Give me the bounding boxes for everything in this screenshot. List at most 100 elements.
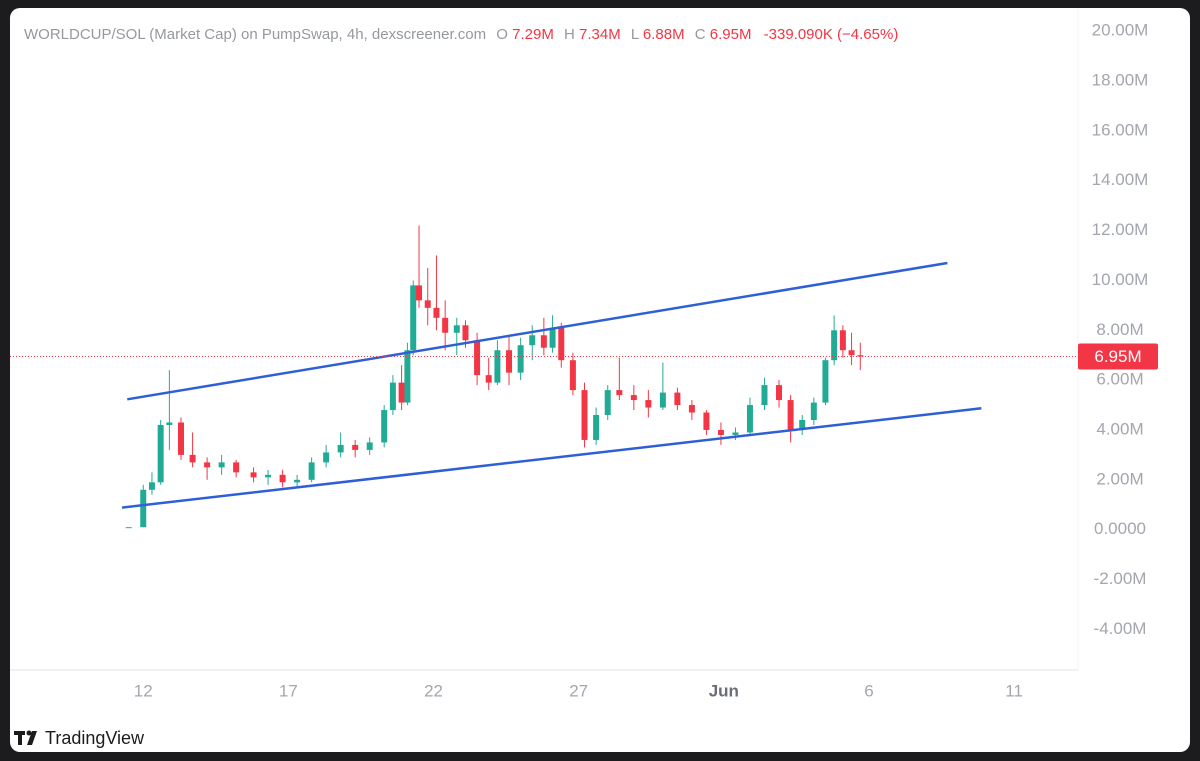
open-value: 7.29M	[512, 26, 554, 43]
brand: TradingView	[45, 728, 145, 748]
candle-body	[218, 462, 225, 468]
candle-body	[581, 390, 588, 440]
candle-body	[688, 405, 695, 413]
candle-body	[323, 452, 330, 463]
candle-body	[775, 385, 782, 401]
candle-body	[485, 375, 492, 383]
candle-body	[177, 422, 184, 455]
candle-body	[462, 325, 469, 341]
candle-body	[761, 385, 768, 406]
candle-body	[517, 345, 524, 373]
candle-body	[204, 462, 211, 468]
panel	[10, 8, 1190, 752]
x-tick-label: 22	[424, 681, 443, 700]
price-label: 6.95M	[1094, 347, 1141, 366]
y-tick-label: 14.00M	[1092, 170, 1149, 189]
candle-body	[279, 474, 286, 483]
candle-body	[474, 340, 481, 376]
candle-body	[810, 402, 817, 421]
candle-body	[593, 415, 600, 440]
y-tick-label: 4.00M	[1096, 419, 1143, 438]
close-label: C	[695, 26, 706, 43]
candle-body	[494, 350, 501, 383]
candle-body	[148, 482, 155, 490]
x-tick-label: 17	[279, 681, 298, 700]
candle-body	[433, 307, 440, 318]
x-tick-label: Jun	[709, 681, 739, 700]
high-label: H	[564, 26, 575, 43]
tradingview-logo	[14, 730, 37, 745]
candle-body	[703, 412, 710, 430]
y-tick-label: 0.0000	[1094, 519, 1146, 538]
candle-body	[166, 422, 173, 425]
candle-body	[540, 335, 547, 348]
candle-body	[549, 327, 556, 348]
candle-body	[189, 454, 196, 463]
candle-body	[746, 405, 753, 433]
title: WORLDCUP/SOL (Market Cap) on PumpSwap, 4…	[24, 26, 486, 43]
high-value: 7.34M	[579, 26, 621, 43]
candle-body	[831, 330, 838, 361]
candle-body	[389, 382, 396, 411]
candle-body	[848, 350, 855, 356]
candle-body	[265, 474, 272, 478]
y-tick-label: 2.00M	[1096, 469, 1143, 488]
candle-body	[604, 390, 611, 416]
x-tick-label: 11	[1005, 681, 1023, 700]
plot-area	[121, 225, 982, 529]
candle-body	[157, 424, 164, 483]
candle-body	[352, 444, 359, 450]
candle-body	[506, 350, 513, 373]
candle-body	[717, 429, 724, 435]
x-tick-label: 6	[864, 681, 873, 700]
candle-body	[630, 395, 637, 401]
y-tick-label: 12.00M	[1092, 220, 1149, 239]
trend-line	[121, 407, 982, 509]
candle-body	[822, 360, 829, 403]
candle-body	[787, 400, 794, 430]
candle-body	[839, 330, 846, 351]
candle-body	[416, 285, 423, 301]
candle-body	[659, 392, 666, 408]
low-label: L	[631, 26, 639, 43]
candle-body	[404, 350, 411, 403]
y-tick-label: -2.00M	[1094, 569, 1147, 588]
x-tick-label: 12	[134, 681, 153, 700]
candle-body	[453, 325, 460, 333]
price-label-box	[1078, 343, 1158, 370]
candle-body	[308, 462, 315, 480]
candle-body	[857, 355, 864, 357]
x-tick-label: 27	[569, 681, 588, 700]
y-tick-label: 16.00M	[1092, 120, 1149, 139]
open-label: O	[496, 26, 508, 43]
y-tick-label: 10.00M	[1092, 270, 1149, 289]
change: -339.090K (−4.65%)	[764, 26, 899, 43]
y-tick-label: 8.00M	[1096, 320, 1143, 339]
candle-body	[381, 410, 388, 443]
y-tick-label: 18.00M	[1092, 71, 1149, 90]
candle-body	[140, 489, 147, 528]
y-tick-label: 20.00M	[1092, 21, 1149, 40]
candle-body	[529, 335, 536, 346]
candle-body	[442, 317, 449, 333]
y-tick-label: 6.00M	[1096, 370, 1143, 389]
candle-body	[799, 420, 806, 430]
candle-body	[674, 392, 681, 406]
low-value: 6.88M	[643, 26, 685, 43]
candle-body	[337, 444, 344, 453]
header: WORLDCUP/SOL (Market Cap) on PumpSwap, 4…	[24, 26, 898, 43]
close-value: 6.95M	[710, 26, 752, 43]
candle-body	[645, 400, 652, 408]
trend-line	[127, 261, 948, 401]
candle-body	[294, 479, 301, 483]
candle-body	[616, 390, 623, 396]
candle-body	[569, 360, 576, 391]
y-tick-label: -4.00M	[1094, 619, 1147, 638]
candle-body	[366, 442, 373, 450]
candle-body	[732, 432, 739, 435]
candle-body	[250, 472, 257, 478]
candle-body	[558, 327, 565, 361]
candle-body	[410, 285, 417, 351]
candle-body	[125, 527, 132, 529]
